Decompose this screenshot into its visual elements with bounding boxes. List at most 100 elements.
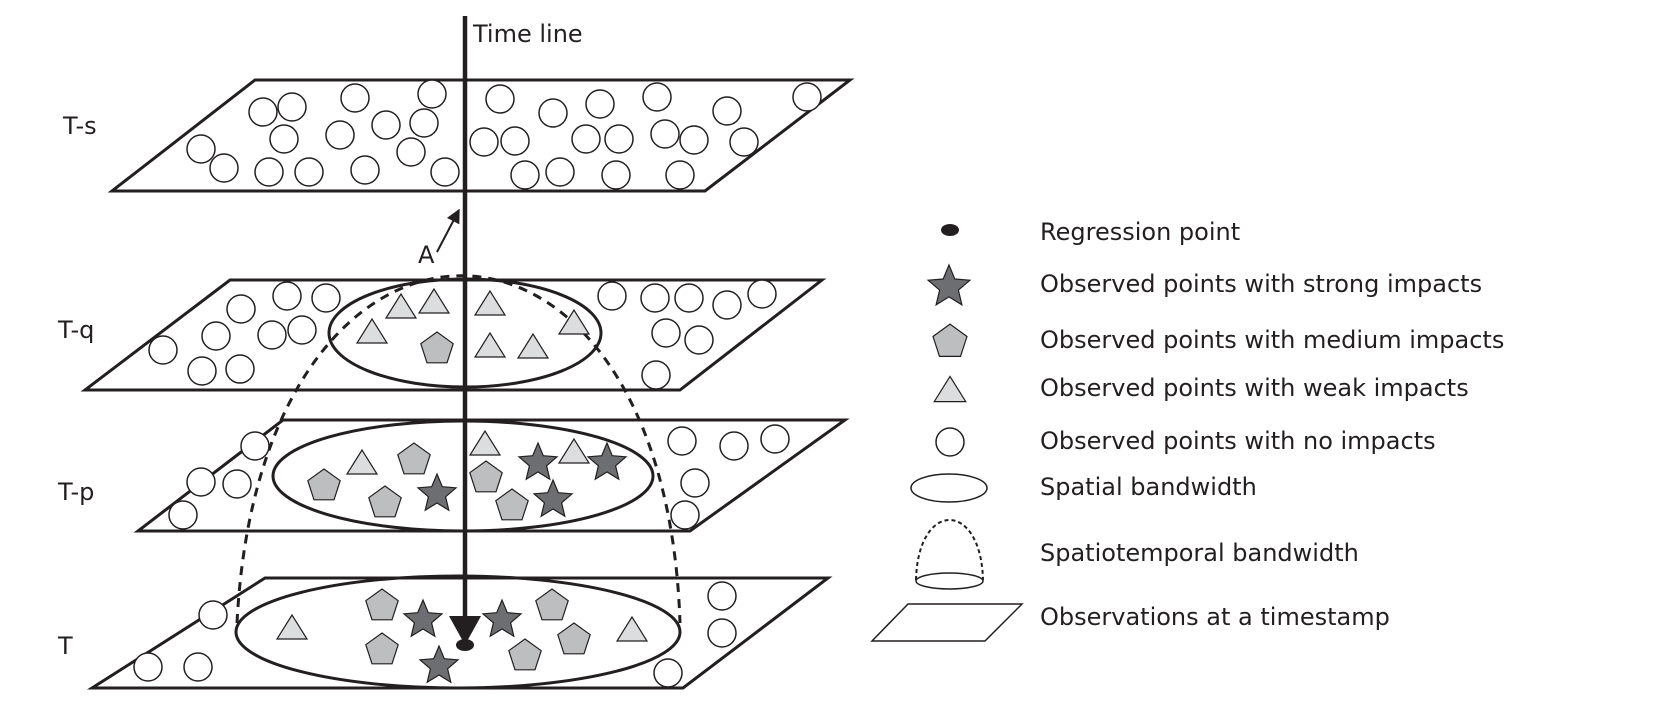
weak-impact-point — [557, 437, 591, 464]
no-impact-point — [209, 153, 239, 183]
no-impact-point — [225, 354, 255, 384]
no-impact-point — [747, 279, 777, 309]
no-impact-point — [168, 500, 198, 530]
no-impact-point — [712, 290, 742, 320]
no-impact-point — [222, 469, 252, 499]
medium-impact-point — [932, 323, 968, 357]
no-impact-point — [667, 426, 697, 456]
layer-plane-t-q — [80, 278, 827, 392]
legend-label-spatial-bandwidth: Spatial bandwidth — [1040, 473, 1257, 501]
no-impact-point — [510, 160, 540, 190]
no-impact-point — [545, 157, 575, 187]
legend-label-no-impacts: Observed points with no impacts — [1040, 427, 1436, 455]
no-impact-point — [340, 83, 370, 113]
no-impact-point — [729, 127, 759, 157]
no-impact-point — [485, 84, 515, 114]
no-impact-point — [712, 96, 742, 126]
no-impact-point — [597, 281, 627, 311]
weak-impact-point — [516, 332, 550, 359]
legend-label-weak-impacts: Observed points with weak impacts — [1040, 374, 1469, 402]
strong-impact-point — [416, 472, 458, 512]
no-impact-point — [257, 320, 287, 350]
no-impact-point — [679, 125, 709, 155]
no-impact-point — [186, 134, 216, 164]
weak-impact-point — [355, 317, 389, 344]
no-impact-point — [269, 124, 299, 154]
layer-label-t-s: T-s — [62, 112, 97, 140]
no-impact-point — [325, 120, 355, 150]
legend: Regression point Observed points with st… — [870, 218, 1504, 642]
weak-impact-point — [933, 375, 967, 403]
no-impact-point — [186, 467, 216, 497]
regression-point-legend-icon — [941, 224, 959, 236]
no-impact-point — [707, 581, 737, 611]
no-impact-point — [707, 618, 737, 648]
weak-impact-point — [275, 613, 309, 640]
no-impact-point — [653, 658, 683, 688]
weak-impact-point — [473, 331, 507, 358]
no-impact-point — [538, 98, 568, 128]
no-impact-point — [226, 294, 256, 324]
no-impact-point — [430, 157, 460, 187]
no-impact-point — [294, 157, 324, 187]
legend-label-regression-point: Regression point — [1040, 218, 1240, 246]
no-impact-point — [935, 427, 965, 457]
medium-impact-point — [397, 442, 431, 475]
no-impact-point — [650, 119, 680, 149]
regression-point — [456, 639, 474, 651]
weak-impact-point — [384, 292, 418, 319]
strong-impact-point — [532, 478, 574, 518]
no-impact-point — [585, 89, 615, 119]
strong-impact-point — [402, 598, 444, 638]
medium-impact-point — [508, 638, 542, 671]
no-impact-point — [350, 155, 380, 185]
point-a-label: A — [418, 241, 435, 269]
weak-impact-point — [473, 289, 507, 316]
medium-impact-point — [368, 485, 402, 518]
medium-impact-point — [365, 588, 399, 621]
no-impact-point — [277, 92, 307, 122]
layer-label-t: T — [57, 632, 73, 660]
no-impact-point — [469, 127, 499, 157]
no-impact-point — [792, 82, 822, 112]
no-impact-point — [371, 110, 401, 140]
legend-label-spatiotemporal-bandwidth: Spatiotemporal bandwidth — [1040, 539, 1359, 567]
medium-impact-point — [469, 460, 503, 493]
no-impact-point — [760, 424, 790, 454]
no-impact-point — [133, 652, 163, 682]
no-impact-point — [240, 431, 270, 461]
strong-impact-point — [586, 441, 628, 481]
strong-impact-point — [481, 598, 523, 638]
no-impact-point — [640, 283, 670, 313]
weak-impact-point — [468, 429, 502, 456]
medium-impact-point — [365, 632, 399, 665]
medium-impact-point — [557, 622, 591, 655]
no-impact-point — [571, 124, 601, 154]
weak-impact-point — [417, 287, 451, 314]
no-impact-point — [198, 600, 228, 630]
no-impact-point — [601, 160, 631, 190]
weak-impact-point — [345, 448, 379, 475]
no-impact-point — [248, 97, 278, 127]
spatial-bandwidth-t — [234, 574, 682, 690]
no-impact-point — [641, 360, 671, 390]
weak-impact-point — [615, 615, 649, 642]
no-impact-point — [396, 137, 426, 167]
weak-impact-point — [557, 308, 591, 335]
no-impact-point — [604, 124, 634, 154]
no-impact-point — [674, 283, 704, 313]
no-impact-point — [409, 108, 439, 138]
no-impact-point — [148, 335, 178, 365]
medium-impact-point — [495, 488, 529, 521]
observations-at-timestamp-legend-icon — [870, 603, 1024, 642]
legend-label-medium-impacts: Observed points with medium impacts — [1040, 326, 1504, 354]
medium-impact-point — [535, 588, 569, 621]
strong-impact-point — [418, 644, 460, 684]
spatiotemporal-bandwidth-legend-icon — [915, 519, 984, 590]
no-impact-point — [719, 431, 749, 461]
no-impact-point — [272, 281, 302, 311]
timeline-arrowhead — [449, 616, 481, 645]
medium-impact-point — [307, 468, 341, 501]
legend-shape-icons — [926, 263, 972, 457]
